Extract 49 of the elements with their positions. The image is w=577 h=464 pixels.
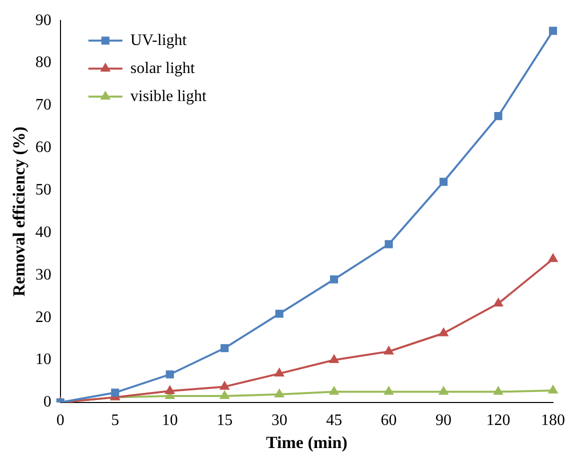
point xyxy=(274,388,284,398)
point xyxy=(548,26,558,35)
x-axis-title: Time (min) xyxy=(266,433,348,452)
point xyxy=(220,344,229,352)
point xyxy=(438,386,448,395)
x-tick-label: 15 xyxy=(216,412,233,430)
y-tick-label: 10 xyxy=(35,351,52,368)
point xyxy=(166,370,174,378)
point xyxy=(111,388,120,397)
point xyxy=(548,254,558,262)
legend-label: UV-light xyxy=(130,32,188,49)
point xyxy=(329,386,339,395)
x-tick-label: 180 xyxy=(541,412,565,430)
x-tick-label: 120 xyxy=(486,412,510,430)
y-tick-label: 50 xyxy=(35,181,52,198)
y-axis-title: Removal efficiency (%) xyxy=(10,126,29,296)
point xyxy=(384,346,394,354)
point xyxy=(274,368,284,377)
x-tick-label: 90 xyxy=(436,412,452,430)
x-tick-label: 60 xyxy=(380,412,397,430)
point xyxy=(275,310,284,318)
y-tick-label: 70 xyxy=(35,96,52,114)
point xyxy=(330,275,338,284)
y-tick-label: 80 xyxy=(35,54,52,72)
point xyxy=(384,386,394,395)
point xyxy=(548,385,558,394)
point xyxy=(494,112,502,120)
point xyxy=(440,178,448,186)
point xyxy=(165,385,175,394)
legend-label: visible light xyxy=(130,88,207,105)
y-tick-label: 0 xyxy=(43,394,52,411)
x-tick-label: 5 xyxy=(111,412,120,430)
point xyxy=(220,381,230,390)
x-tick-label: 45 xyxy=(326,412,342,430)
x-tick-label: 30 xyxy=(271,412,288,430)
y-tick-label: 30 xyxy=(35,266,52,284)
y-tick-label: 60 xyxy=(35,139,52,156)
y-tick-label: 90 xyxy=(35,12,52,29)
point xyxy=(493,298,504,307)
y-tick-label: 20 xyxy=(35,308,52,326)
x-tick-label: 10 xyxy=(162,412,178,430)
y-tick-label: 40 xyxy=(35,224,52,241)
point xyxy=(384,240,393,248)
point xyxy=(329,354,339,363)
point xyxy=(220,390,230,400)
x-tick-label: 0 xyxy=(56,412,64,430)
point xyxy=(493,386,504,395)
point xyxy=(438,328,448,336)
legend-label: solar light xyxy=(130,60,196,77)
